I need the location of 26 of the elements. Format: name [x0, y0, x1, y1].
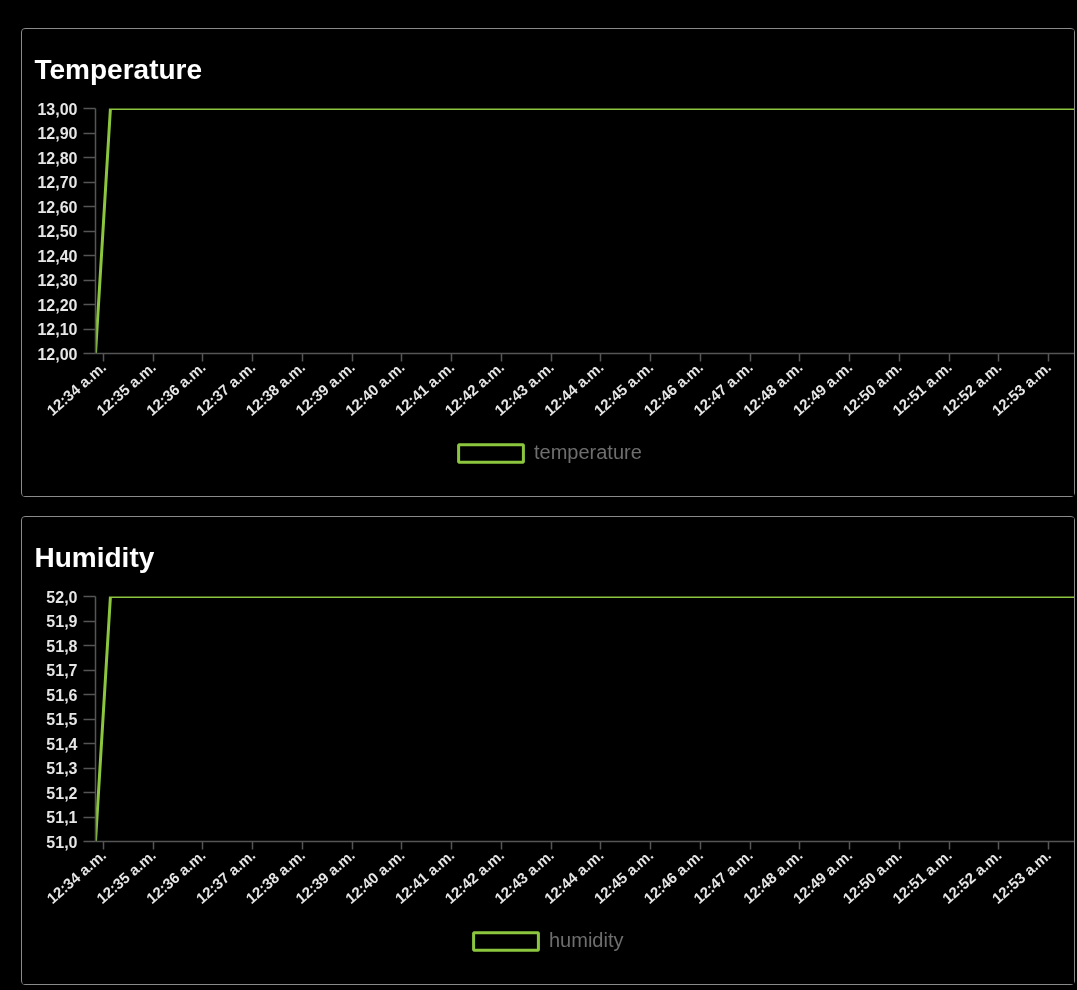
y-tick-label: 12,20: [37, 296, 78, 314]
chart-title: Temperature: [34, 54, 203, 85]
y-tick-label: 51,0: [46, 833, 78, 851]
y-tick-label: 51,9: [46, 613, 78, 630]
y-tick-label: 12,00: [37, 345, 78, 363]
legend-label: humidity: [549, 929, 624, 952]
y-tick-label: 12,80: [37, 149, 78, 167]
y-tick-label: 51,6: [46, 686, 78, 704]
y-tick-label: 52,0: [46, 588, 78, 606]
y-tick-label: 51,8: [46, 637, 78, 655]
chart-title: Humidity: [34, 542, 155, 573]
y-tick-label: 13,00: [37, 100, 78, 118]
y-tick-label: 12,60: [37, 198, 78, 216]
y-tick-label: 51,3: [46, 760, 78, 777]
legend-label: temperature: [534, 441, 642, 464]
y-tick-label: 12,10: [37, 321, 78, 338]
y-tick-label: 51,1: [46, 809, 78, 826]
y-tick-label: 12,30: [37, 272, 78, 289]
y-tick-label: 51,5: [46, 711, 78, 728]
y-tick-label: 51,7: [46, 662, 78, 679]
y-tick-label: 12,40: [37, 247, 78, 265]
y-tick-label: 51,4: [46, 735, 78, 753]
y-tick-label: 12,70: [37, 174, 78, 191]
y-tick-label: 51,2: [46, 784, 78, 802]
y-tick-label: 12,90: [37, 125, 78, 142]
y-tick-label: 12,50: [37, 223, 78, 240]
